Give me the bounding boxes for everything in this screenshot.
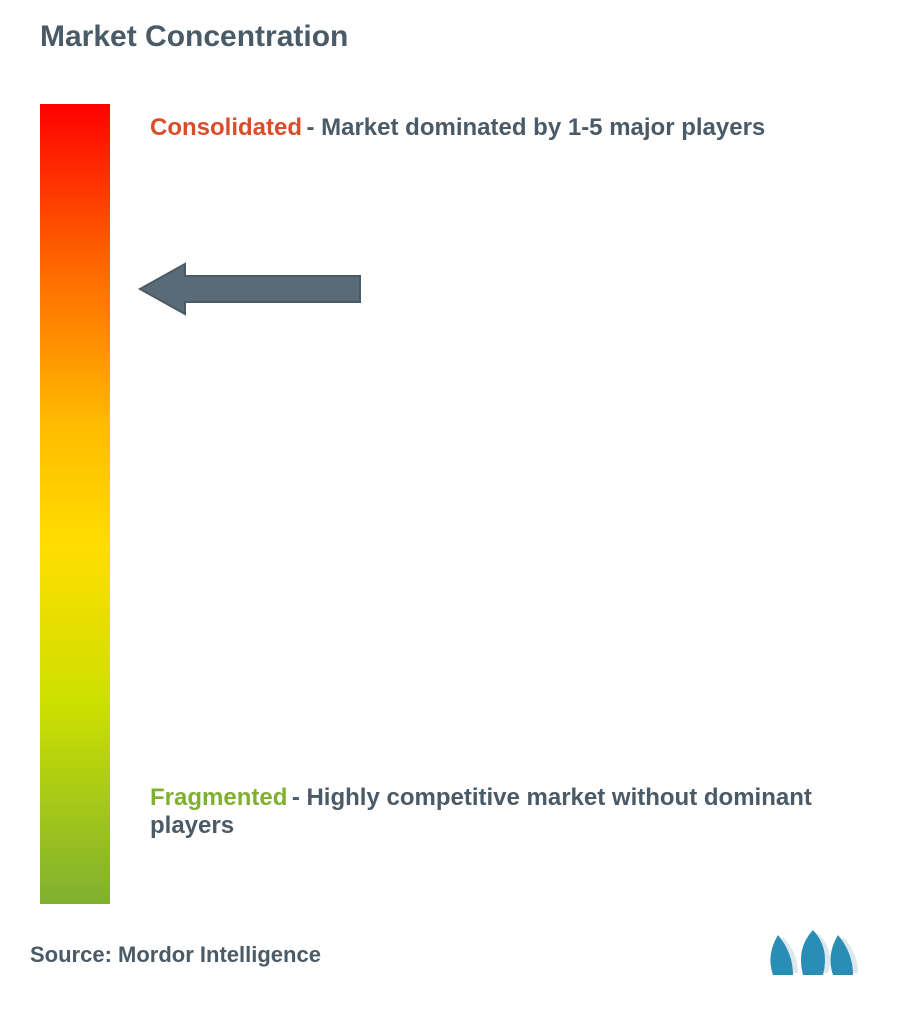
concentration-gradient-bar [40, 104, 110, 904]
content-area: Consolidated - Market dominated by 1-5 m… [30, 104, 873, 904]
consolidated-label: Consolidated [150, 114, 302, 141]
page-title: Market Concentration [40, 20, 873, 54]
text-section: Consolidated - Market dominated by 1-5 m… [150, 104, 873, 904]
consolidated-block: Consolidated - Market dominated by 1-5 m… [150, 114, 853, 142]
fragmented-block: Fragmented - Highly competitive market w… [150, 784, 853, 840]
brand-logo [763, 925, 873, 985]
indicator-arrow [135, 259, 375, 324]
consolidated-description: - Market dominated by 1-5 major players [306, 114, 765, 141]
footer: Source: Mordor Intelligence [30, 925, 873, 985]
source-text: Source: Mordor Intelligence [30, 942, 321, 968]
fragmented-label: Fragmented [150, 784, 287, 811]
